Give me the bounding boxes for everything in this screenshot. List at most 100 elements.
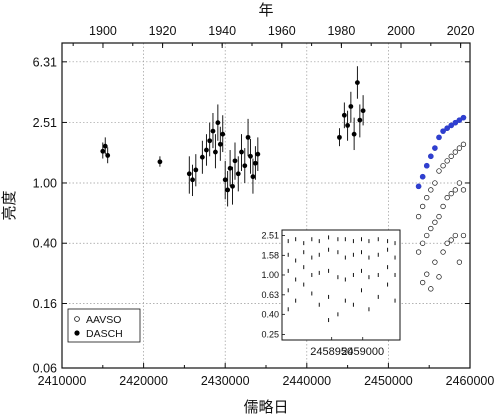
inset-y-tick-label: 0.63 [261, 290, 279, 300]
y-tick-label: 0.06 [33, 362, 57, 376]
aavso-point [456, 145, 463, 151]
aavso-highlight-point [423, 162, 430, 169]
aavso-point [444, 194, 450, 201]
dasch-point [186, 171, 192, 177]
aavso-point [432, 180, 438, 186]
dasch-point [217, 141, 223, 147]
x-tick-label: 2420000 [119, 374, 168, 388]
aavso-highlight-point [444, 125, 450, 131]
dasch-point [190, 177, 195, 183]
dasch-point [213, 149, 218, 155]
aavso-point [424, 232, 430, 239]
aavso-point [415, 213, 422, 220]
dasch-point [252, 160, 258, 166]
aavso-highlight-point [440, 128, 446, 134]
dasch-point [337, 134, 342, 140]
dasch-point [341, 112, 347, 118]
aavso-point [436, 168, 442, 174]
dasch-point [248, 153, 253, 159]
top-tick-label: 2000 [387, 24, 415, 38]
aavso-point [432, 219, 438, 225]
top-tick-label: 1920 [149, 24, 177, 38]
dasch-point [239, 149, 244, 155]
aavso-point [440, 163, 446, 169]
dasch-point [255, 151, 261, 157]
aavso-point [436, 213, 442, 220]
dasch-point [354, 80, 360, 86]
dasch-point [345, 122, 350, 128]
aavso-highlight-point [448, 122, 455, 129]
legend: AAVSO DASCH [67, 308, 141, 343]
dasch-point [242, 163, 248, 169]
aavso-point [428, 286, 434, 292]
aavso-point [436, 274, 442, 280]
axes: 2410000 2420000 2430000 2440000 2450000 24600… [33, 24, 495, 388]
aavso-point [452, 232, 458, 239]
y-tick-label: 1.00 [33, 176, 57, 190]
aavso-point [444, 158, 450, 164]
legend-label-dasch: DASCH [86, 328, 123, 340]
inset-y-tick-label: 1.00 [261, 270, 279, 280]
inset-x-tick-label: 2458950 [310, 346, 353, 358]
dasch-point [235, 171, 241, 177]
aavso-point [456, 259, 463, 265]
dasch-point [157, 159, 163, 165]
top-tick-label: 2020 [447, 24, 475, 38]
aavso-point [424, 271, 430, 277]
aavso-point [460, 232, 467, 239]
aavso-highlight-point [452, 119, 459, 126]
top-tick-label: 1960 [268, 24, 296, 38]
dasch-point [227, 165, 233, 171]
aavso-highlight-point [415, 183, 422, 190]
y-tick-label: 2.51 [33, 116, 57, 130]
aavso-point [428, 187, 434, 193]
dasch-point [357, 117, 363, 123]
dasch-point [215, 120, 221, 126]
dasch-point [360, 108, 366, 114]
legend-marker-aavso [74, 316, 80, 322]
y-tick-label: 6.31 [33, 55, 57, 69]
inset-y-tick-label: 1.58 [261, 250, 279, 260]
aavso-point [428, 225, 434, 232]
dasch-point [348, 104, 354, 109]
aavso-highlight-point [432, 145, 438, 151]
aavso-highlight-point [460, 114, 467, 121]
dasch-point [220, 131, 226, 137]
dasch-point [245, 134, 251, 140]
aavso-highlight-point [456, 117, 463, 123]
aavso-point [420, 240, 426, 246]
dasch-point [204, 147, 209, 153]
aavso-point [432, 259, 438, 265]
top-tick-label: 1980 [327, 24, 355, 38]
top-tick-label: 1900 [89, 24, 117, 38]
legend-box [67, 308, 141, 343]
x-tick-label: 2430000 [201, 374, 250, 388]
aavso-point [456, 180, 463, 186]
dasch-point [351, 131, 357, 137]
aavso-highlight-point [436, 134, 442, 141]
inset-x-tick-label: 2459000 [341, 346, 384, 358]
plot-area [100, 66, 467, 292]
x-tick-label: 2450000 [364, 374, 413, 388]
y-tick-label: 0.40 [33, 237, 57, 251]
aavso-point [420, 203, 426, 210]
dasch-point [250, 174, 256, 180]
dasch-point [225, 187, 231, 193]
aavso-point [415, 249, 422, 255]
dasch-point [102, 143, 108, 149]
top-axis-title: 年 [258, 1, 273, 19]
inset-y-tick-label: 0.25 [261, 330, 279, 340]
dasch-point [193, 167, 199, 173]
x-axis-title: 儒略日 [243, 398, 288, 416]
aavso-point [460, 187, 467, 193]
aavso-point [448, 191, 454, 197]
aavso-point [440, 249, 446, 255]
aavso-point [440, 203, 446, 210]
dasch-point [210, 128, 216, 134]
dasch-point [199, 154, 205, 160]
aavso-point [448, 237, 454, 243]
aavso-point [448, 153, 454, 159]
